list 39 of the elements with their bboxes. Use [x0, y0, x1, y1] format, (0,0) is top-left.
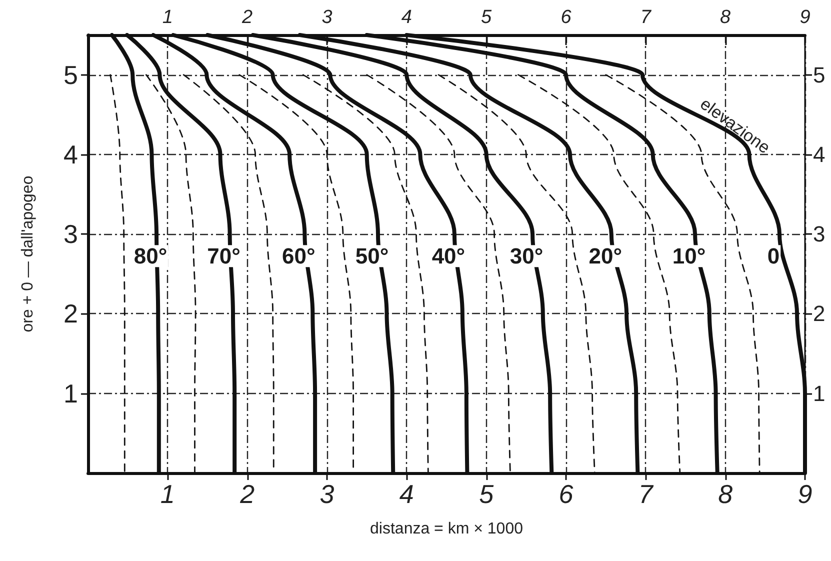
- x-tick-label: 8: [718, 479, 734, 509]
- series-label: 50°: [355, 244, 389, 269]
- series-label: 20°: [588, 244, 622, 269]
- x2-tick-label: 4: [401, 7, 412, 28]
- y2-tick-label: 2: [813, 301, 826, 326]
- x-tick-label: 1: [160, 479, 175, 509]
- x-tick-label: 7: [638, 479, 654, 509]
- series-label: 60°: [282, 244, 316, 269]
- y-tick-label: 2: [64, 298, 78, 329]
- x2-tick-label: 5: [481, 7, 492, 28]
- y2-tick-label: 3: [813, 222, 826, 247]
- series-label: 30°: [510, 244, 544, 269]
- series-label: 70°: [207, 244, 240, 269]
- series-label: 80°: [134, 244, 168, 269]
- x2-tick-label: 3: [322, 7, 333, 28]
- y-tick-label: 4: [64, 139, 78, 170]
- x-tick-label: 6: [558, 479, 574, 509]
- x2-tick-label: 9: [800, 7, 811, 28]
- x2-tick-label: 7: [640, 7, 652, 28]
- x-tick-label: 4: [399, 479, 414, 509]
- y2-tick-label: 5: [813, 62, 826, 88]
- series-label: 10°: [672, 244, 706, 269]
- y2-tick-label: 4: [813, 142, 826, 167]
- y2-tick-label: 1: [813, 380, 826, 406]
- x-axis-title: distanza = km × 1000: [370, 520, 524, 538]
- x-tick-label: 5: [479, 479, 494, 509]
- y-tick-label: 3: [64, 219, 78, 250]
- x2-tick-label: 6: [560, 7, 572, 28]
- y-axis-title: ore + 0 — dall'apogeo: [20, 176, 36, 332]
- x2-tick-label: 2: [241, 7, 254, 28]
- y-tick-label: 5: [64, 60, 78, 90]
- x2-tick-label: 8: [720, 7, 732, 28]
- x-tick-label: 2: [239, 479, 256, 509]
- series-label: 40°: [432, 244, 466, 269]
- x-tick-label: 3: [320, 479, 335, 509]
- series-label: 0: [767, 244, 780, 269]
- x-tick-label: 9: [798, 479, 812, 509]
- x2-tick-label: 1: [162, 7, 173, 28]
- y-tick-label: 1: [64, 378, 78, 408]
